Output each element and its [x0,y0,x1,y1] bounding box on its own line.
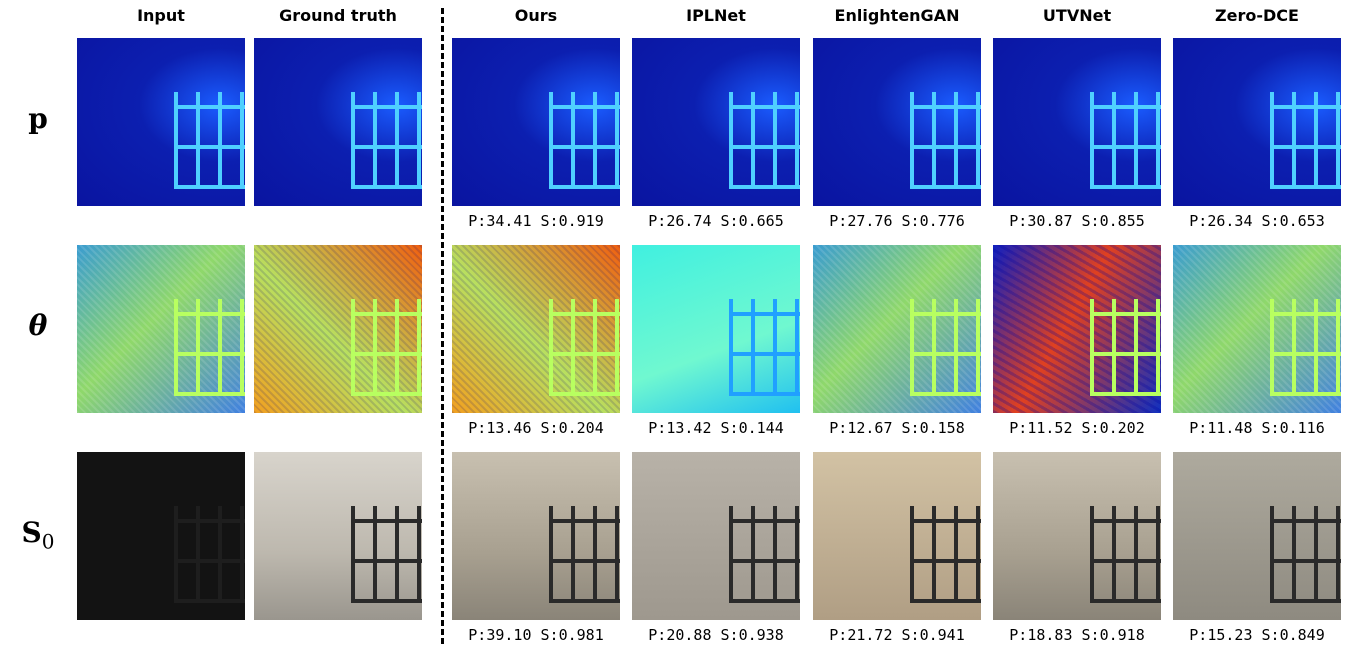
window-region [174,92,245,189]
window-region [174,299,245,396]
window-region [1270,506,1341,603]
column-header: Ours [452,6,620,25]
column-header: EnlightenGAN [813,6,981,25]
metric-caption: P:21.72 S:0.941 [807,626,987,644]
window-region [1270,299,1341,396]
window-region [910,299,981,396]
metric-caption: P:11.48 S:0.116 [1167,419,1347,437]
metric-caption: P:34.41 S:0.919 [446,212,626,230]
image-panel [993,38,1161,206]
image-panel [254,452,422,620]
image-panel [1173,452,1341,620]
image-panel [632,452,800,620]
metric-caption: P:18.83 S:0.918 [987,626,1167,644]
image-panel [452,38,620,206]
image-panel [1173,38,1341,206]
window-region [1270,92,1341,189]
window-region [1090,299,1161,396]
column-header: Ground truth [254,6,422,25]
column-header: IPLNet [632,6,800,25]
metric-caption: P:13.42 S:0.144 [626,419,806,437]
metric-caption: P:39.10 S:0.981 [446,626,626,644]
row-symbol: p [28,102,48,135]
metric-caption: P:15.23 S:0.849 [1167,626,1347,644]
window-region [351,299,422,396]
figure: Input Ground truth Ours IPLNet EnlightenGAN U… [0,0,1351,648]
row-symbol: θ [29,309,48,342]
window-region [174,506,245,603]
window-region [1090,92,1161,189]
row-label: θ [10,309,66,342]
window-region [549,92,620,189]
window-region [729,506,800,603]
window-region [729,299,800,396]
image-panel [813,452,981,620]
metric-caption: P:26.34 S:0.653 [1167,212,1347,230]
divider [441,8,444,644]
row-subscript: 0 [42,530,55,554]
metric-caption: P:12.67 S:0.158 [807,419,987,437]
window-region [351,92,422,189]
metric-caption: P:13.46 S:0.204 [446,419,626,437]
window-region [549,299,620,396]
metric-caption: P:11.52 S:0.202 [987,419,1167,437]
row-symbol: S [22,516,42,549]
image-panel [632,38,800,206]
image-panel [452,452,620,620]
metric-caption: P:30.87 S:0.855 [987,212,1167,230]
image-panel [632,245,800,413]
metric-caption: P:26.74 S:0.665 [626,212,806,230]
image-panel [254,38,422,206]
window-region [910,506,981,603]
image-panel [77,245,245,413]
column-header: Input [77,6,245,25]
image-panel [813,38,981,206]
window-region [549,506,620,603]
image-panel [993,245,1161,413]
image-panel [452,245,620,413]
window-region [351,506,422,603]
window-region [910,92,981,189]
image-panel [254,245,422,413]
metric-caption: P:27.76 S:0.776 [807,212,987,230]
image-panel [993,452,1161,620]
image-panel [1173,245,1341,413]
image-panel [813,245,981,413]
column-header: Zero-DCE [1173,6,1341,25]
window-region [729,92,800,189]
image-panel [77,452,245,620]
row-label: p [10,102,66,135]
row-label: S0 [10,516,66,554]
metric-caption: P:20.88 S:0.938 [626,626,806,644]
column-header: UTVNet [993,6,1161,25]
image-panel [77,38,245,206]
window-region [1090,506,1161,603]
